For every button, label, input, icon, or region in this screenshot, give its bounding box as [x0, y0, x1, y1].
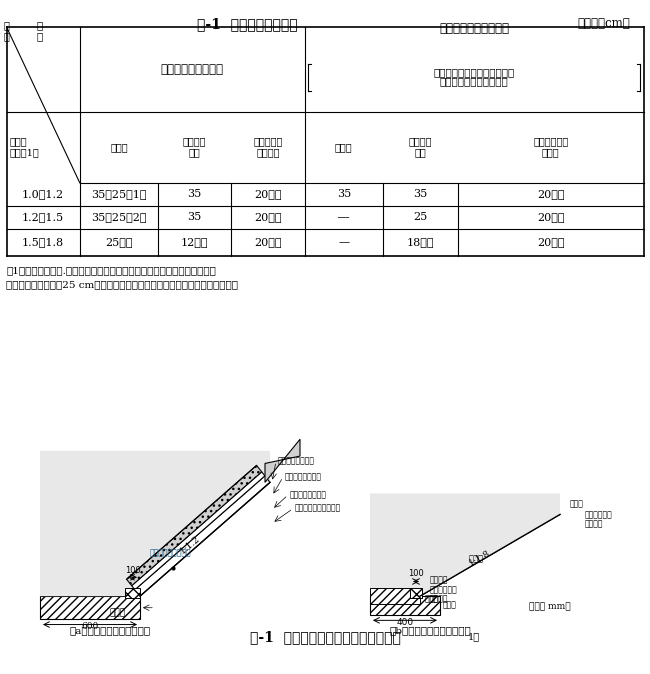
- Text: 35: 35: [337, 189, 351, 200]
- Text: 18以下: 18以下: [407, 237, 434, 247]
- Text: コンクリート
版張り: コンクリート 版張り: [533, 137, 569, 157]
- Text: 天端コンクリート: 天端コンクリート: [278, 458, 315, 465]
- Text: 特殊箇所ののり面保護: 特殊箇所ののり面保護: [439, 22, 509, 35]
- Text: 1.5～1.8: 1.5～1.8: [22, 237, 64, 247]
- Text: ―: ―: [338, 212, 349, 222]
- Polygon shape: [415, 508, 560, 596]
- Text: 35～25注1）: 35～25注1）: [91, 189, 147, 200]
- Text: 種
別: 種 別: [36, 22, 43, 41]
- Text: 100: 100: [408, 570, 424, 578]
- Text: 25: 25: [413, 212, 428, 222]
- Bar: [125, 588, 140, 599]
- Polygon shape: [132, 472, 265, 590]
- Text: 注1）勾配が１：１.５より急な場合は直高５ｍ以下ののり面に適用する。: 注1）勾配が１：１.５より急な場合は直高５ｍ以下ののり面に適用する。: [6, 266, 216, 275]
- Text: 20以下: 20以下: [537, 212, 565, 222]
- Text: 20以下: 20以下: [254, 212, 281, 222]
- Text: 20以下: 20以下: [537, 237, 565, 247]
- Text: 35: 35: [188, 189, 202, 200]
- Text: 20以下: 20以下: [537, 189, 565, 200]
- Text: 一般のののり面保護: 一般のののり面保護: [161, 63, 224, 76]
- Text: 図-1  コンクリートブロック張工の例: 図-1 コンクリートブロック張工の例: [250, 630, 400, 644]
- Text: 100: 100: [125, 566, 140, 575]
- Text: 12以下: 12以下: [181, 237, 209, 247]
- Text: 35～25注2）: 35～25注2）: [91, 212, 147, 222]
- Text: 箇
所: 箇 所: [4, 22, 10, 41]
- Text: ブロック
張り: ブロック 張り: [409, 137, 432, 157]
- Bar: [40, 596, 140, 619]
- Text: 裏込コンクリート: 裏込コンクリート: [290, 491, 327, 499]
- Text: 20以下: 20以下: [254, 237, 281, 247]
- Text: 裏込材（砕石等）: 裏込材（砕石等）: [285, 473, 322, 481]
- Text: （a）切土のり面における例: （a）切土のり面における例: [70, 626, 151, 635]
- Text: 石張り: 石張り: [110, 143, 128, 152]
- Bar: [370, 588, 420, 604]
- Text: 1:1.2: 1:1.2: [178, 534, 202, 555]
- Text: ２）石張りの控長25 cmは玉石を用い，直高３ｍ以下ののり面に適用する。: ２）石張りの控長25 cmは玉石を用い，直高３ｍ以下ののり面に適用する。: [6, 280, 239, 288]
- Text: 20以下: 20以下: [254, 189, 281, 200]
- Text: 基礎材: 基礎材: [443, 602, 457, 609]
- Bar: [125, 588, 140, 599]
- Text: 25以下: 25以下: [105, 237, 133, 247]
- Text: （止水）
コンクリート
シール等: （止水） コンクリート シール等: [430, 577, 458, 603]
- Text: のり面
勾配注1）: のり面 勾配注1）: [10, 137, 40, 157]
- Text: ブロック
張り: ブロック 張り: [183, 137, 207, 157]
- Bar: [40, 596, 140, 619]
- Polygon shape: [410, 501, 555, 590]
- Text: コンクリートブロック: コンクリートブロック: [295, 505, 341, 513]
- Text: 1:1.8: 1:1.8: [468, 549, 492, 568]
- Polygon shape: [127, 466, 262, 586]
- Text: オーバーブリッジの埋戻し，: オーバーブリッジの埋戻し，: [434, 68, 515, 78]
- Polygon shape: [135, 476, 270, 596]
- Text: 1.0～1.2: 1.0～1.2: [22, 189, 64, 200]
- Text: 水抜孔: 水抜孔: [469, 555, 484, 563]
- Text: 400: 400: [396, 618, 413, 627]
- Text: 盛りこぼし，橋台前面等: 盛りこぼし，橋台前面等: [439, 78, 508, 87]
- Text: 良質土: 良質土: [425, 595, 439, 603]
- Text: 35: 35: [413, 189, 428, 200]
- Text: —: —: [338, 237, 349, 247]
- Text: 石張り: 石張り: [335, 143, 352, 152]
- Text: 基礎材: 基礎材: [110, 609, 126, 617]
- Text: 裏込材: 裏込材: [570, 500, 584, 508]
- Text: コンクリート
ブロック: コンクリート ブロック: [585, 511, 613, 528]
- Text: 1）: 1）: [468, 632, 480, 642]
- Text: （単位：cm）: （単位：cm）: [578, 17, 630, 30]
- Text: 35: 35: [188, 212, 202, 222]
- Text: （b）盛土のり面における例: （b）盛土のり面における例: [389, 626, 471, 635]
- Polygon shape: [40, 451, 270, 596]
- Text: 表-1  のり面勾配と控長: 表-1 のり面勾配と控長: [197, 17, 297, 31]
- Polygon shape: [265, 439, 300, 483]
- Polygon shape: [370, 493, 560, 596]
- Text: コンクリー
ト版張り: コンクリー ト版張り: [254, 137, 283, 157]
- Bar: [370, 596, 440, 615]
- Text: 1.2～1.5: 1.2～1.5: [22, 212, 64, 222]
- Bar: [370, 596, 440, 615]
- Bar: [410, 588, 422, 599]
- Text: 600: 600: [81, 623, 99, 632]
- Text: 膜込めコンクリート: 膜込めコンクリート: [150, 549, 192, 557]
- Text: （単位 mm）: （単位 mm）: [529, 602, 571, 611]
